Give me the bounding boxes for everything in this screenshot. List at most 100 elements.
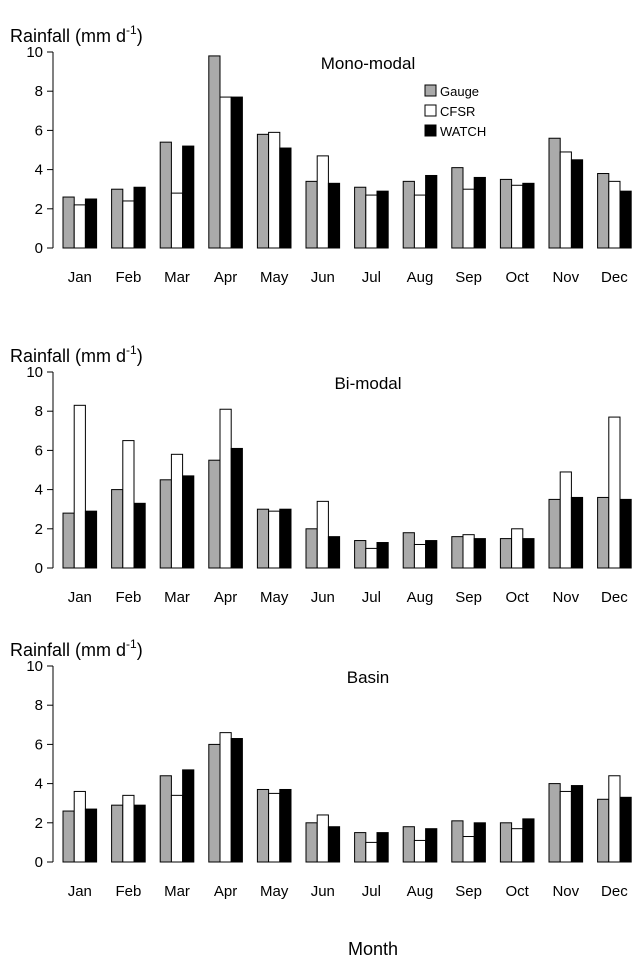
legend: Gauge CFSR WATCH xyxy=(424,84,486,139)
bar-watch-nov xyxy=(570,785,584,863)
bar-cfsr-jan xyxy=(73,404,86,569)
y-tick-label: 8 xyxy=(35,697,43,714)
bar-cfsr-apr xyxy=(219,96,232,249)
bar-watch-apr xyxy=(230,96,243,249)
bar-cfsr-mar xyxy=(170,453,184,569)
bar-cfsr-nov xyxy=(559,471,572,569)
bar-cfsr-jun xyxy=(316,814,329,863)
x-axis-title: Month xyxy=(348,939,398,959)
bar-cfsr-may xyxy=(268,792,281,863)
bar-cfsr-oct xyxy=(511,184,524,249)
y-axis-title: Rainfall (mm d-1) xyxy=(10,637,143,660)
bar-cfsr-mar xyxy=(170,794,184,863)
y-axis-title-text: Rainfall (mm d xyxy=(10,346,126,366)
bar-watch-jul xyxy=(376,190,389,249)
x-tick-label: Apr xyxy=(214,883,237,900)
y-tick-label: 10 xyxy=(26,364,43,381)
bar-gauge-oct xyxy=(499,538,513,569)
bar-cfsr-feb xyxy=(122,200,135,249)
bar-watch-mar xyxy=(182,475,195,569)
x-tick-label: Jul xyxy=(362,589,381,606)
legend-label: Gauge xyxy=(440,84,479,99)
y-tick-label: 10 xyxy=(26,658,43,675)
bar-cfsr-jan xyxy=(73,790,86,863)
y-axis-title: Rainfall (mm d-1) xyxy=(10,343,143,366)
x-tick-label: Sep xyxy=(455,269,482,286)
bar-gauge-nov xyxy=(548,498,561,569)
bar-watch-mar xyxy=(182,769,195,863)
y-tick-label: 0 xyxy=(35,560,43,577)
bar-gauge-jan xyxy=(62,512,75,569)
bar-cfsr-sep xyxy=(462,534,475,569)
panel-bi-modal: Rainfall (mm d-1) Bi-modal 0 2 4 6 8 10 Jan Feb Ma… xyxy=(10,343,632,606)
bar-watch-jan xyxy=(84,808,98,863)
bar-gauge-may xyxy=(256,133,270,249)
bar-gauge-sep xyxy=(451,820,464,863)
bar-watch-jan xyxy=(84,198,98,249)
bar-gauge-jun xyxy=(305,822,318,863)
bar-gauge-aug xyxy=(402,826,415,863)
bar-gauge-jun xyxy=(305,528,318,569)
legend-swatch-cfsr xyxy=(424,104,437,117)
bar-gauge-dec xyxy=(597,496,610,569)
bar-gauge-mar xyxy=(159,775,172,863)
y-tick-label: 6 xyxy=(35,736,43,753)
bar-gauge-may xyxy=(256,788,270,863)
y-tick-label: 4 xyxy=(35,776,43,793)
x-tick-label: May xyxy=(260,269,289,286)
y-tick-label: 4 xyxy=(35,162,43,179)
x-tick-label: Aug xyxy=(407,589,434,606)
bar-gauge-oct xyxy=(499,822,513,863)
bar-watch-feb xyxy=(133,804,146,863)
panel-title: Bi-modal xyxy=(334,374,401,393)
panel-title: Mono-modal xyxy=(321,54,416,73)
x-tick-label: Mar xyxy=(164,269,190,286)
bar-watch-oct xyxy=(522,538,535,569)
x-tick-label: Nov xyxy=(552,883,579,900)
bar-cfsr-jan xyxy=(73,204,86,249)
bar-watch-sep xyxy=(473,822,486,863)
bar-gauge-jun xyxy=(305,180,318,249)
bar-cfsr-sep xyxy=(462,836,475,863)
bar-gauge-feb xyxy=(111,804,124,863)
bar-cfsr-jun xyxy=(316,500,329,569)
bar-watch-may xyxy=(279,147,292,249)
legend-label: CFSR xyxy=(440,104,475,119)
bar-watch-may xyxy=(279,508,292,569)
bar-cfsr-aug xyxy=(413,194,427,249)
bar-gauge-oct xyxy=(499,178,513,249)
bar-cfsr-feb xyxy=(122,440,135,569)
x-tick-label: Jun xyxy=(311,883,335,900)
bar-watch-mar xyxy=(182,145,195,249)
bar-watch-jun xyxy=(327,536,341,569)
x-tick-label: May xyxy=(260,589,289,606)
x-tick-label: Aug xyxy=(407,883,434,900)
x-tick-label: Sep xyxy=(455,883,482,900)
bar-watch-jul xyxy=(376,542,389,569)
x-tick-label: Jun xyxy=(311,589,335,606)
bar-gauge-apr xyxy=(208,743,221,863)
y-axis-title-close: ) xyxy=(137,640,143,660)
x-tick-label: Oct xyxy=(506,883,530,900)
bar-watch-oct xyxy=(522,818,535,863)
bar-cfsr-jul xyxy=(365,841,378,863)
bar-watch-aug xyxy=(425,174,438,249)
y-tick-label: 6 xyxy=(35,442,43,459)
bar-cfsr-nov xyxy=(559,151,572,249)
y-tick-label: 10 xyxy=(26,44,43,61)
bar-cfsr-may xyxy=(268,510,281,569)
bar-gauge-mar xyxy=(159,479,172,569)
bar-cfsr-jul xyxy=(365,547,378,569)
bar-gauge-apr xyxy=(208,459,221,569)
legend-label: WATCH xyxy=(440,124,486,139)
x-tick-label: Jan xyxy=(68,589,92,606)
bar-cfsr-dec xyxy=(608,416,621,569)
y-axis-title-superscript: -1 xyxy=(126,23,137,37)
bar-cfsr-apr xyxy=(219,408,232,569)
bar-watch-aug xyxy=(425,828,438,863)
bar-cfsr-may xyxy=(268,131,281,249)
bar-cfsr-oct xyxy=(511,528,524,569)
bar-watch-dec xyxy=(619,796,632,863)
bar-watch-jun xyxy=(327,182,341,249)
